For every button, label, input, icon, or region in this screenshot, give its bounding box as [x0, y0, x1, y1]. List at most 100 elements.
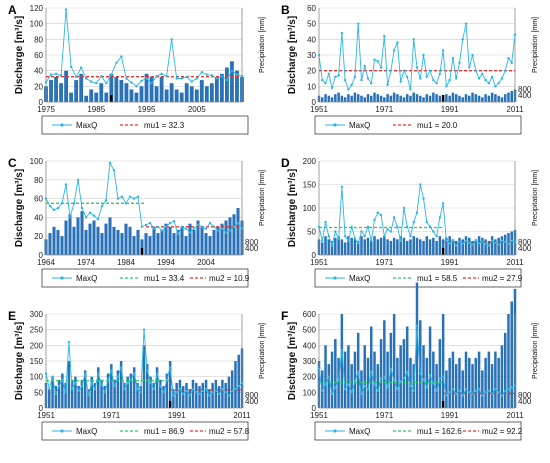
precipitation-bar	[507, 92, 510, 102]
x-tick-label: 1951	[310, 105, 328, 114]
precipitation-bar	[484, 357, 487, 408]
precipitation-bar	[208, 236, 212, 255]
maxq-point	[184, 227, 188, 230]
precipitation-bar	[112, 226, 116, 255]
precipitation-bar	[149, 376, 152, 408]
precipitation-bar	[194, 89, 199, 102]
maxq-point	[419, 183, 422, 186]
precipitation-bar	[113, 379, 116, 408]
legend-maxq-marker	[60, 429, 64, 433]
x-tick-label: 1975	[37, 105, 55, 114]
maxq-point	[200, 225, 204, 228]
precipitation-bar	[415, 237, 419, 255]
maxq-point	[490, 392, 494, 396]
legend-mu2-label: mu2 = 92.2	[482, 427, 523, 436]
maxq-point	[240, 227, 244, 230]
precipitation-bar	[108, 217, 112, 255]
precipitation-bar	[74, 80, 79, 102]
maxq-point	[376, 389, 379, 392]
maxq-point	[337, 74, 340, 77]
legend: MaxQ mu1 = 58.5 mu2 = 27.9	[325, 274, 523, 283]
maxq-point	[155, 74, 158, 78]
precipitation-bar	[497, 237, 500, 255]
maxq-point	[461, 394, 464, 397]
precipitation-bar	[123, 382, 126, 408]
precipitation-bar	[204, 86, 209, 102]
maxq-point	[507, 388, 510, 391]
precipitation-bar	[176, 229, 180, 255]
maxq-point	[79, 66, 83, 69]
change-point-marker	[441, 95, 445, 102]
maxq-point	[69, 65, 73, 68]
maxq-point	[175, 391, 178, 394]
precipitation-bar	[175, 382, 178, 408]
precipitation-bar	[350, 237, 353, 255]
precipitation-bar	[471, 92, 474, 102]
precipitation-bar	[428, 239, 432, 255]
precipitation-bar	[481, 237, 484, 255]
precipitation-bar	[383, 320, 386, 408]
x-tick-label: 1974	[77, 258, 95, 267]
precipitation-bar	[448, 95, 451, 102]
precipitation-bar	[425, 236, 429, 255]
maxq-point	[139, 391, 142, 394]
precipitation-bar	[464, 236, 468, 255]
maxq-point	[136, 195, 140, 198]
legend-box	[314, 115, 522, 135]
maxq-point	[126, 381, 129, 385]
precipitation-bar	[129, 373, 133, 408]
y-tick-label: 50	[34, 388, 43, 397]
legend-maxq-marker	[333, 429, 337, 433]
maxq-point	[474, 239, 477, 243]
precipitation-bar	[324, 345, 327, 408]
maxq-point	[402, 377, 406, 380]
legend-maxq-label: MaxQ	[76, 427, 97, 436]
y-tick-label: 0	[312, 98, 317, 107]
x-tick-label: 1995	[138, 105, 156, 114]
legend-mu2-label: mu2 = 57.8	[209, 427, 250, 436]
precipitation-bar	[321, 242, 324, 255]
precipitation-bar	[225, 67, 229, 102]
precipitation-bar	[97, 367, 100, 408]
precipitation-bar	[487, 95, 491, 102]
maxq-point	[392, 378, 396, 381]
precipitation-bar	[178, 379, 182, 408]
maxq-point	[445, 394, 448, 397]
maxq-point	[68, 216, 72, 219]
precipitation-bar	[461, 239, 464, 255]
x-tick-label: 2011	[506, 411, 524, 420]
maxq-point	[353, 380, 357, 383]
maxq-point	[464, 239, 468, 243]
precipitation-bar	[195, 382, 198, 408]
maxq-point	[74, 381, 77, 385]
precipitation-bar	[454, 94, 458, 102]
precipitation-bar	[353, 92, 357, 102]
maxq-point	[135, 85, 138, 88]
precipitation-bar	[428, 326, 432, 408]
maxq-point	[432, 381, 435, 385]
precipitation-bar	[392, 237, 396, 255]
precipitation-bar	[340, 239, 344, 255]
precipitation-bar	[334, 339, 337, 408]
maxq-point	[386, 227, 389, 231]
maxq-point	[93, 388, 97, 391]
precipitation-bar	[74, 376, 77, 408]
legend-box	[314, 421, 522, 441]
precipitation-bar	[168, 226, 172, 255]
y-tick-label: 20	[34, 82, 43, 91]
maxq-point	[221, 388, 224, 391]
maxq-point	[195, 77, 198, 80]
precipitation-bar	[347, 236, 350, 255]
maxq-point	[432, 230, 435, 233]
y-tick-label: 0	[312, 251, 317, 260]
y2-tick-label: 400	[245, 397, 259, 406]
precipitation-bar	[340, 95, 344, 102]
precipitation-bar	[445, 370, 448, 408]
maxq-point	[211, 391, 214, 394]
maxq-point	[149, 381, 152, 385]
precipitation-bar	[140, 239, 144, 255]
maxq-point	[136, 388, 139, 391]
panel-label: D	[281, 156, 290, 170]
